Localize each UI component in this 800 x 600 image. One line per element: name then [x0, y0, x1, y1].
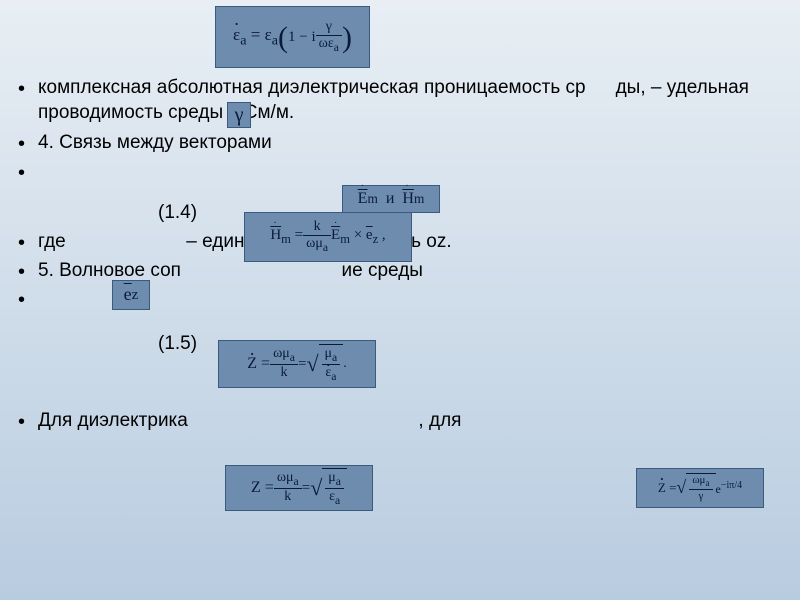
formula-z-conductor: Z = √ωμaγ e−iπ/4 — [636, 468, 764, 508]
formula-e-h-vectors: ·Em и ·Hm — [342, 185, 440, 213]
text-for: , для — [418, 410, 461, 431]
formula-complex-permittivity: εa = εa (1 − i γωεa) — [215, 6, 370, 68]
spacer2 — [38, 361, 792, 409]
formula-hm-relation: ·Hm = kωμa ·Em × ez , — [244, 212, 412, 262]
formula-wave-impedance: Z = ωμak = √μaεa. — [218, 340, 376, 388]
bullet-empty2 — [38, 287, 792, 313]
bullet-permittivity: комплексная абсолютная диэлектрическая п… — [38, 76, 792, 125]
bullet-dielectric: Для диэлектрика , для — [38, 409, 792, 434]
bullet-unitvector: где – единичный вектор вдоль oz. — [38, 230, 792, 255]
text-wave1: 5. Волновое соп — [38, 260, 181, 281]
spacer — [38, 8, 792, 76]
text-vectors: 4. Связь между векторами — [38, 132, 272, 153]
text-line1a: комплексная абсолютная диэлектрическая п… — [38, 77, 586, 98]
text-where: где — [38, 231, 66, 252]
formula-gamma-symbol: γ — [227, 102, 251, 128]
bullet-empty1 — [38, 160, 792, 184]
bullet-impedance: 5. Волновое соп ие среды — [38, 259, 792, 284]
text-wave2: ие среды — [342, 260, 423, 281]
formula-z-dielectric: Z = ωμak = √μaεa — [225, 465, 373, 511]
bullet-vectors: 4. Связь между векторами — [38, 131, 792, 156]
text-diel: Для диэлектрика — [38, 410, 188, 431]
formula-ez-vector: ez — [112, 280, 150, 310]
